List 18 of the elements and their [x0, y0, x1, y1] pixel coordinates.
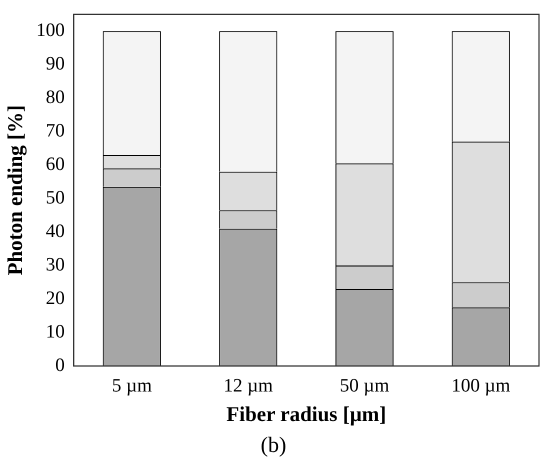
y-tick-label: 30	[46, 254, 65, 276]
y-tick-label: 90	[46, 54, 65, 75]
y-tick-label: 60	[46, 154, 65, 176]
y-tick-label: 10	[46, 322, 65, 342]
y-tick-label: 40	[46, 221, 65, 242]
y-tick-label: 20	[46, 288, 65, 310]
x-tick-label: 12 µm	[223, 375, 274, 396]
y-tick-label: 0	[55, 354, 65, 376]
x-tick-label: 5 µm	[112, 375, 152, 396]
y-tick-label: 50	[46, 188, 65, 209]
y-axis-title: Photon ending [%]	[3, 105, 28, 276]
x-tick-label: 50 µm	[340, 375, 390, 396]
x-axis-title: Fiber radius [µm]	[226, 402, 386, 426]
x-tick-label: 100 µm	[451, 375, 511, 396]
y-tick-label: 100	[36, 20, 65, 42]
text: (b)	[260, 432, 288, 458]
y-tick-label: 70	[46, 120, 65, 142]
y-tick-label: 80	[46, 87, 65, 108]
